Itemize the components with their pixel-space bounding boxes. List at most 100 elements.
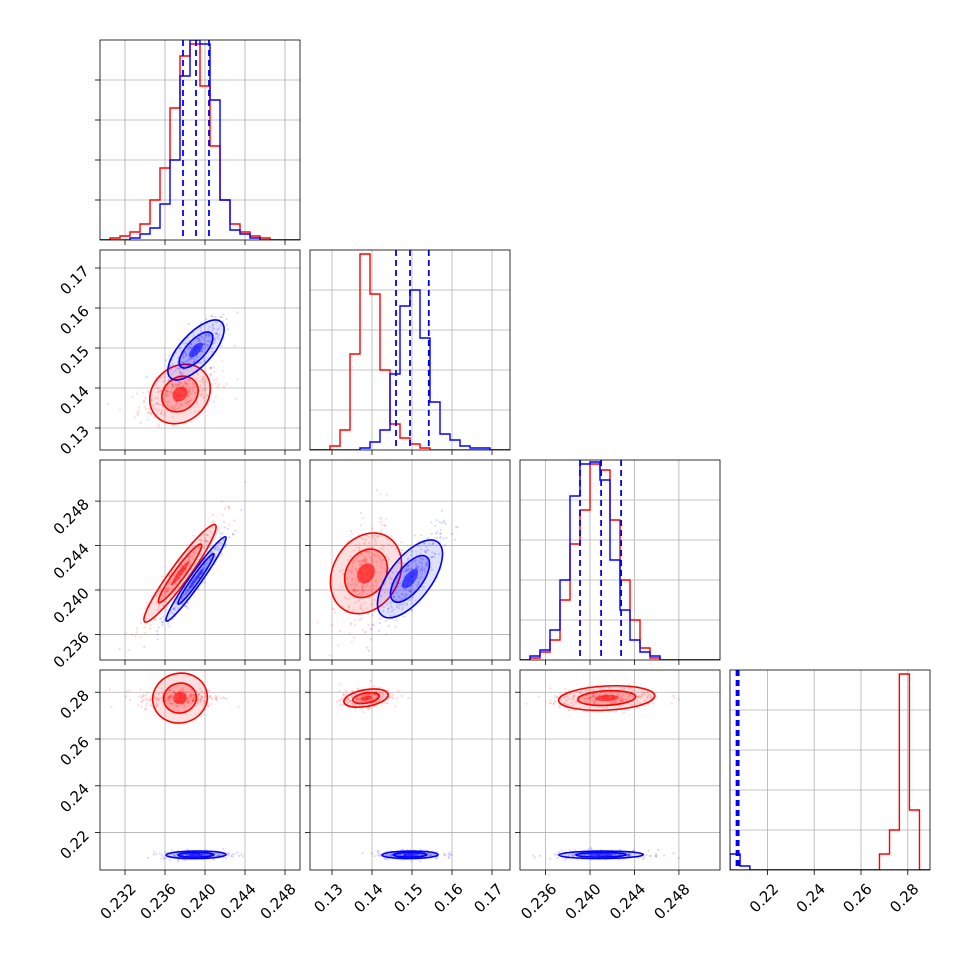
scatter-point	[152, 406, 155, 410]
scatter-point	[148, 697, 152, 700]
scatter-point	[646, 695, 650, 698]
scatter-point	[204, 696, 207, 699]
scatter-point	[380, 543, 383, 546]
scatter-point	[190, 343, 193, 346]
scatter-point	[185, 588, 189, 592]
scatter-point	[356, 688, 359, 691]
scatter-point	[351, 703, 354, 707]
scatter-point	[571, 855, 574, 858]
scatter-point	[375, 701, 378, 704]
scatter-point	[359, 563, 362, 566]
scatter-point	[200, 336, 204, 339]
scatter-point	[215, 697, 218, 701]
scatter-point	[429, 854, 432, 857]
scatter-point	[189, 696, 192, 699]
scatter-point	[154, 397, 157, 400]
scatter-point	[365, 693, 368, 696]
scatter-point	[189, 392, 193, 395]
scatter-point	[155, 402, 158, 405]
scatter-point	[178, 375, 181, 378]
scatter-point	[398, 604, 401, 607]
scatter-point	[640, 695, 643, 699]
scatter-point	[187, 346, 190, 349]
scatter-point	[367, 649, 371, 652]
scatter-point	[401, 608, 404, 611]
scatter-point	[200, 690, 204, 693]
scatter-point	[181, 687, 184, 690]
scatter-point	[357, 698, 360, 701]
scatter-point	[525, 702, 528, 705]
scatter-point	[614, 699, 617, 702]
scatter-point	[159, 597, 163, 600]
panel-content	[118, 480, 247, 652]
scatter-point	[155, 701, 158, 705]
scatter-point	[407, 569, 410, 572]
scatter-point	[219, 536, 222, 539]
scatter-point	[435, 519, 438, 522]
scatter-point	[420, 534, 423, 537]
scatter-point	[170, 611, 174, 614]
scatter-point	[385, 853, 388, 856]
scatter-point	[160, 617, 163, 620]
scatter-point	[160, 392, 163, 395]
panel-frame	[519, 459, 721, 661]
scatter-point	[193, 360, 196, 363]
scatter-point	[148, 699, 152, 702]
scatter-point	[214, 339, 217, 342]
scatter-point	[378, 699, 381, 703]
scatter-point	[450, 853, 453, 857]
scatter-point	[202, 338, 205, 341]
scatter-point	[160, 687, 163, 690]
scatter-point	[181, 353, 185, 356]
scatter-point	[404, 568, 408, 572]
scatter-point	[360, 560, 364, 563]
scatter-point	[629, 853, 632, 856]
grid	[520, 460, 720, 660]
scatter-point	[618, 699, 621, 702]
scatter-point	[591, 694, 595, 698]
scatter-point	[155, 704, 159, 707]
scatter-point	[157, 692, 160, 695]
scatter-point	[627, 852, 630, 855]
scatter-point	[416, 853, 419, 856]
scatter-point	[165, 693, 168, 696]
scatter-point	[392, 592, 395, 595]
scatter-point	[199, 701, 202, 704]
scatter-point	[201, 381, 204, 384]
scatter-point	[385, 633, 388, 636]
scatter-point	[213, 370, 216, 374]
scatter-point	[187, 555, 190, 558]
scatter-point	[165, 395, 168, 398]
scatter-point	[215, 377, 218, 381]
scatter-point	[390, 695, 393, 698]
scatter-point	[147, 411, 150, 414]
scatter-point	[380, 562, 383, 565]
scatter-point	[379, 492, 382, 496]
scatter-point	[171, 415, 175, 419]
scatter-point	[424, 551, 427, 554]
scatter-point	[178, 381, 181, 384]
scatter-point	[414, 563, 418, 566]
histogram-blue	[730, 853, 930, 870]
scatter-point	[363, 559, 366, 562]
scatter-point	[118, 647, 121, 651]
scatter-point	[185, 605, 189, 608]
scatter-point	[157, 603, 160, 606]
scatter-point	[350, 571, 353, 574]
scatter-point	[156, 608, 159, 612]
scatter-point	[355, 698, 358, 701]
scatter-point	[389, 854, 393, 858]
scatter-point	[556, 696, 559, 699]
scatter-point	[168, 698, 171, 701]
scatter-point	[453, 538, 457, 541]
scatter-point	[378, 691, 382, 694]
scatter-point	[375, 584, 378, 587]
scatter-point	[387, 689, 390, 692]
contour-level	[401, 569, 419, 589]
scatter-point	[646, 697, 649, 700]
scatter-point	[338, 699, 341, 702]
histogram-blue	[520, 461, 720, 660]
scatter-point	[367, 708, 370, 711]
scatter-point	[177, 607, 180, 610]
scatter-point	[374, 554, 378, 558]
